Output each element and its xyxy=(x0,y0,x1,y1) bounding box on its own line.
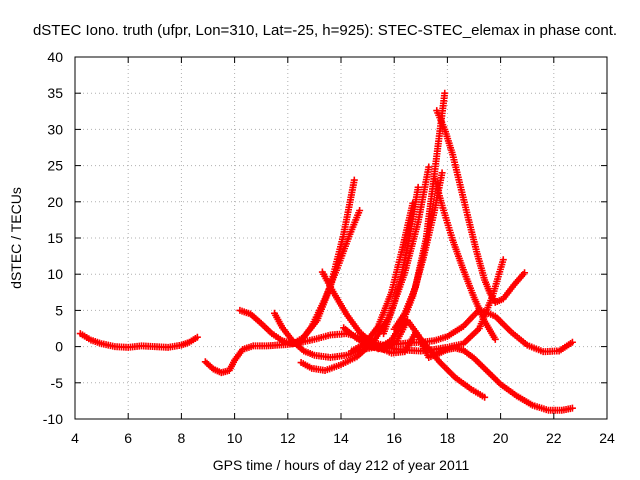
data-point xyxy=(568,338,576,346)
data-point xyxy=(350,176,358,184)
series-1 xyxy=(76,330,201,351)
data-point xyxy=(438,169,446,177)
y-tick-label: -5 xyxy=(51,375,64,391)
data-point xyxy=(481,393,489,401)
y-tick-labels: -10 -5 0 5 10 15 20 25 30 35 40 xyxy=(43,49,63,427)
data-point xyxy=(499,256,507,264)
y-tick-label: 20 xyxy=(47,194,63,210)
data-point xyxy=(356,206,364,214)
chart-title: dSTEC Iono. truth (ufpr, Lon=310, Lat=-2… xyxy=(33,22,617,39)
y-tick-label: 35 xyxy=(47,85,63,101)
y-tick-label: 40 xyxy=(47,49,63,65)
y-tick-label: 15 xyxy=(47,230,63,246)
y-tick-label: 30 xyxy=(47,121,63,137)
x-tick-label: 20 xyxy=(493,430,509,446)
x-tick-label: 14 xyxy=(333,430,349,446)
data-point xyxy=(491,335,499,343)
series-13 xyxy=(433,107,529,306)
y-axis-label: dSTEC / TECUs xyxy=(8,187,24,289)
x-tick-label: 10 xyxy=(227,430,243,446)
data-point xyxy=(441,89,449,97)
data-point xyxy=(568,404,576,412)
y-tick-label: -10 xyxy=(43,411,63,427)
y-tick-label: 25 xyxy=(47,158,63,174)
y-tick-label: 0 xyxy=(55,339,63,355)
data-point xyxy=(193,333,201,341)
series-8 xyxy=(340,317,576,414)
data-point xyxy=(414,183,422,191)
data-points xyxy=(76,89,576,414)
x-tick-label: 6 xyxy=(124,430,132,446)
x-tick-label: 16 xyxy=(386,430,402,446)
series-14 xyxy=(430,172,499,343)
x-tick-label: 4 xyxy=(71,430,79,446)
data-point xyxy=(425,163,433,171)
data-point xyxy=(521,269,529,277)
series-11 xyxy=(380,183,422,338)
x-axis-label: GPS time / hours of day 212 of year 2011 xyxy=(213,457,470,473)
x-tick-label: 18 xyxy=(440,430,456,446)
x-tick-label: 12 xyxy=(280,430,296,446)
y-tick-label: 5 xyxy=(55,302,63,318)
x-tick-labels: 4 6 8 10 12 14 16 18 20 22 24 xyxy=(71,430,615,446)
x-tick-label: 8 xyxy=(178,430,186,446)
x-tick-label: 24 xyxy=(599,430,615,446)
axis-ticks xyxy=(74,56,608,420)
y-tick-label: 10 xyxy=(47,266,63,282)
x-tick-label: 22 xyxy=(546,430,562,446)
